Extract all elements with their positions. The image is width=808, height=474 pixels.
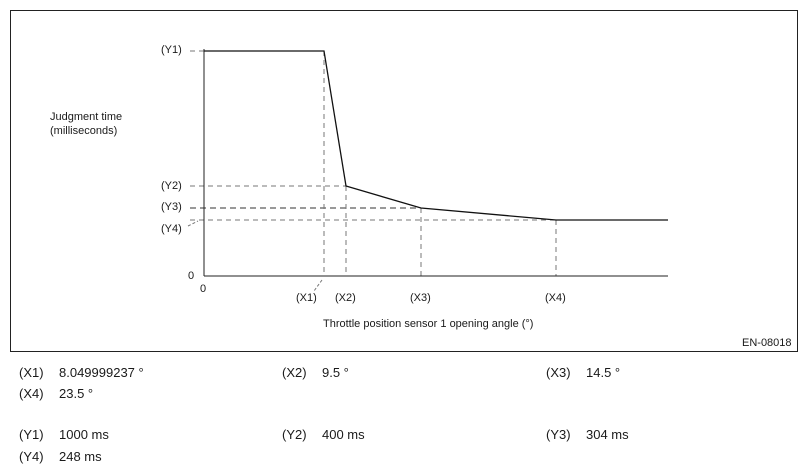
legend-key: (X1)	[19, 365, 44, 380]
y-axis-title: (milliseconds)	[50, 125, 117, 137]
y-origin-label: 0	[188, 270, 194, 282]
y4-leader-line	[187, 220, 199, 227]
x-tick-label: (X2)	[335, 292, 356, 304]
x-tick-label: (X3)	[410, 292, 431, 304]
x-origin-label: 0	[200, 283, 206, 295]
legend-value: 8.049999237 °	[59, 365, 144, 380]
x-tick-label: (X1)	[296, 292, 317, 304]
legend-item: (Y3) 304 ms	[546, 426, 629, 444]
legend-item: (Y1) 1000 ms	[19, 426, 109, 444]
legend-value: 304 ms	[586, 427, 629, 442]
legend-item: (Y2) 400 ms	[282, 426, 365, 444]
legend-item: (X1) 8.049999237 °	[19, 364, 144, 382]
legend-value: 14.5 °	[586, 365, 621, 380]
legend-value: 23.5 °	[59, 386, 94, 401]
legend-key: (X3)	[546, 365, 571, 380]
legend-key: (Y2)	[282, 427, 307, 442]
chart-labels: (Y1) (Y2) (Y3) (Y4) 0 (X1) (X2) (X3) (X4) 0 Judgme…	[50, 44, 792, 349]
series-line	[204, 50, 668, 221]
chart: (Y1) (Y2) (Y3) (Y4) 0 (X1) (X2) (X3) (X4) 0 Judgme…	[50, 44, 792, 349]
legend-item: (Y4) 248 ms	[19, 448, 102, 466]
legend-key: (X2)	[282, 365, 307, 380]
legend-key: (Y1)	[19, 427, 44, 442]
y-axis-title: Judgment time	[50, 111, 122, 123]
x-tick-label: (X4)	[545, 292, 566, 304]
legend-value: 248 ms	[59, 449, 102, 464]
legend-value: 1000 ms	[59, 427, 109, 442]
legend-row: (X4) 23.5 °	[0, 385, 808, 403]
legend-row: (Y1) 1000 ms (Y2) 400 ms (Y3) 304 ms	[0, 426, 808, 444]
x-axis-title: Throttle position sensor 1 opening angle…	[323, 318, 533, 330]
legend-value: 9.5 °	[322, 365, 349, 380]
y-tick-label: (Y4)	[161, 223, 182, 235]
guide-lines	[187, 50, 557, 292]
legend-key: (Y3)	[546, 427, 571, 442]
legend-item: (X4) 23.5 °	[19, 385, 93, 403]
legend-row: (Y4) 248 ms	[0, 448, 808, 466]
y-tick-label: (Y2)	[161, 180, 182, 192]
y-tick-label: (Y3)	[161, 201, 182, 213]
legend-row: (X1) 8.049999237 ° (X2) 9.5 ° (X3) 14.5 °	[0, 364, 808, 382]
figure-frame	[10, 10, 798, 352]
legend-item: (X2) 9.5 °	[282, 364, 349, 382]
legend-value: 400 ms	[322, 427, 365, 442]
legend-item: (X3) 14.5 °	[546, 364, 620, 382]
x1-leader-line	[313, 279, 323, 292]
figure-id: EN-08018	[742, 337, 792, 349]
series-layer	[204, 50, 668, 221]
axes	[203, 49, 668, 277]
legend-key: (Y4)	[19, 449, 44, 464]
legend-key: (X4)	[19, 386, 44, 401]
y-tick-label: (Y1)	[161, 44, 182, 56]
